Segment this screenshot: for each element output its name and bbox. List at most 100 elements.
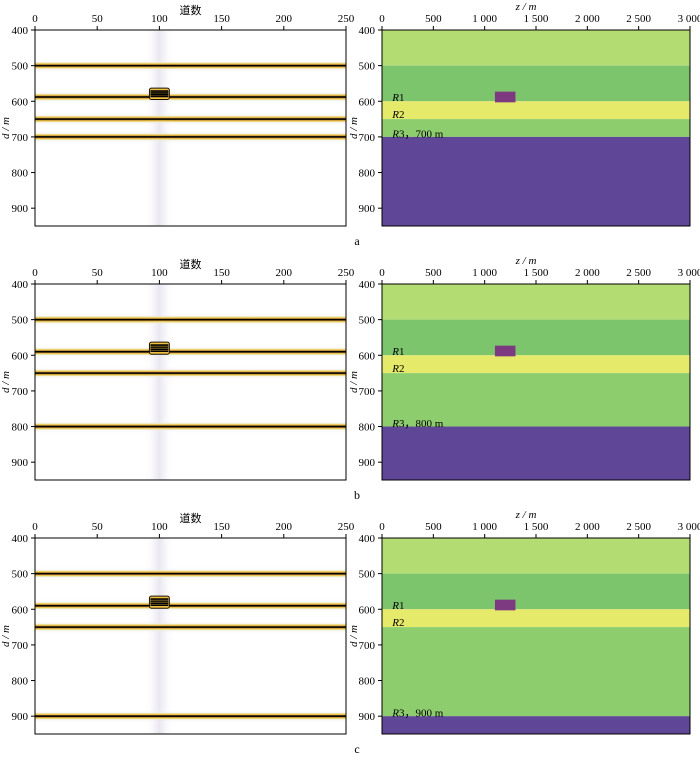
- x-tick-label: 50: [92, 521, 104, 533]
- y-tick-label: 400: [359, 533, 376, 545]
- layer-2: [382, 609, 690, 628]
- x-tick-label: 2 500: [626, 267, 651, 279]
- y-tick-label: 700: [359, 640, 376, 652]
- x-tick-label: 1 000: [472, 521, 497, 533]
- layer-label-letter: R: [391, 109, 399, 121]
- x-tick-label: 150: [213, 13, 230, 25]
- x-axis-title: z / m: [515, 1, 537, 13]
- x-axis-title: 道数: [180, 511, 202, 525]
- x-tick-label: 1 500: [524, 521, 549, 533]
- anomaly-response: [148, 595, 170, 609]
- layer-0: [382, 30, 690, 66]
- y-tick-label: 900: [359, 203, 376, 215]
- x-tick-label: 100: [151, 521, 168, 533]
- layer-label-letter: R: [391, 92, 399, 104]
- layer-label-text: 2: [399, 363, 405, 375]
- x-tick-label: 100: [151, 267, 168, 279]
- layer-label-text: 1: [399, 346, 405, 358]
- anomaly-response: [148, 341, 170, 355]
- x-axis-title: z / m: [515, 255, 537, 267]
- y-tick-label: 600: [12, 604, 29, 616]
- y-tick-label: 400: [359, 279, 376, 291]
- x-tick-label: 1 000: [472, 13, 497, 25]
- layer-label-1: R1: [391, 600, 404, 612]
- x-tick-label: 50: [92, 267, 104, 279]
- y-tick-label: 400: [359, 25, 376, 37]
- seismic-section: 0 50 100 150 200 250 道数 400 500 600 700 800 900 d / m: [0, 257, 355, 481]
- y-tick-label: 500: [359, 569, 376, 581]
- x-tick-label: 0: [32, 521, 38, 533]
- x-tick-label: 2 000: [575, 13, 600, 25]
- y-tick-label: 700: [12, 640, 29, 652]
- layer-label-1: R1: [391, 92, 404, 104]
- panel-caption: b: [354, 488, 360, 502]
- seismic-frame: [34, 537, 347, 735]
- y-tick-label: 900: [359, 457, 376, 469]
- panel-c: 0 50 100 150 200 250 道数 400 500 600 700 800 900 d / m…: [0, 509, 700, 756]
- seismic-frame: [34, 283, 347, 481]
- y-tick-label: 800: [12, 168, 29, 180]
- y-tick-label: 400: [12, 25, 29, 37]
- x-tick-label: 150: [213, 267, 230, 279]
- layer-label-2: R2: [391, 109, 404, 121]
- layer-4: [382, 716, 690, 734]
- y-tick-label: 600: [359, 604, 376, 616]
- x-axis-title: 道数: [180, 257, 202, 271]
- layer-label-letter: R: [391, 418, 399, 430]
- layer-label-3: R3，800 m: [391, 418, 443, 430]
- panel-caption: c: [354, 742, 359, 756]
- y-tick-label: 400: [12, 533, 29, 545]
- y-tick-label: 500: [12, 61, 29, 73]
- y-tick-label: 600: [12, 96, 29, 108]
- x-tick-label: 0: [32, 267, 38, 279]
- x-tick-label: 0: [32, 13, 38, 25]
- layer-label-1: R1: [391, 346, 404, 358]
- layer-label-letter: R: [391, 600, 399, 612]
- layer-4: [382, 426, 690, 480]
- x-axis-title: 道数: [180, 3, 202, 17]
- x-tick-label: 200: [276, 13, 293, 25]
- x-tick-label: 250: [338, 521, 355, 533]
- layer-4: [382, 136, 690, 226]
- y-tick-label: 900: [12, 457, 29, 469]
- layer-label-text: 3，700 m: [399, 128, 444, 140]
- y-tick-label: 500: [12, 315, 29, 327]
- layer-0: [382, 538, 690, 574]
- x-tick-label: 2 500: [626, 13, 651, 25]
- panel-a: 0 50 100 150 200 250 道数 400 500 600 700 800 900 d / m…: [0, 1, 700, 248]
- x-tick-label: 0: [379, 521, 385, 533]
- y-tick-label: 700: [359, 386, 376, 398]
- x-tick-label: 1 000: [472, 267, 497, 279]
- layer-label-2: R2: [391, 363, 404, 375]
- y-axis-title: d / m: [348, 117, 360, 139]
- layer-label-text: 3，900 m: [399, 708, 444, 720]
- layer-label-text: 1: [399, 600, 405, 612]
- layer-1: [382, 573, 690, 610]
- layer-3: [382, 119, 690, 137]
- y-tick-label: 400: [12, 279, 29, 291]
- layer-3: [382, 627, 690, 717]
- y-tick-label: 500: [12, 569, 29, 581]
- y-tick-label: 800: [359, 422, 376, 434]
- anomaly-block: [494, 91, 516, 103]
- x-tick-label: 2 000: [575, 521, 600, 533]
- y-tick-label: 800: [359, 676, 376, 688]
- y-tick-label: 700: [12, 132, 29, 144]
- x-tick-label: 200: [276, 521, 293, 533]
- x-tick-label: 0: [379, 13, 385, 25]
- y-axis-title: d / m: [0, 371, 12, 393]
- x-tick-label: 250: [338, 13, 355, 25]
- layer-1: [382, 319, 690, 356]
- y-tick-label: 800: [359, 168, 376, 180]
- x-tick-label: 1 500: [524, 13, 549, 25]
- x-tick-label: 3 000: [678, 267, 700, 279]
- x-tick-label: 3 000: [678, 521, 700, 533]
- panel-b: 0 50 100 150 200 250 道数 400 500 600 700 800 900 d / m…: [0, 255, 700, 502]
- y-axis-title: d / m: [0, 625, 12, 647]
- layer-label-letter: R: [391, 363, 399, 375]
- x-tick-label: 500: [425, 521, 442, 533]
